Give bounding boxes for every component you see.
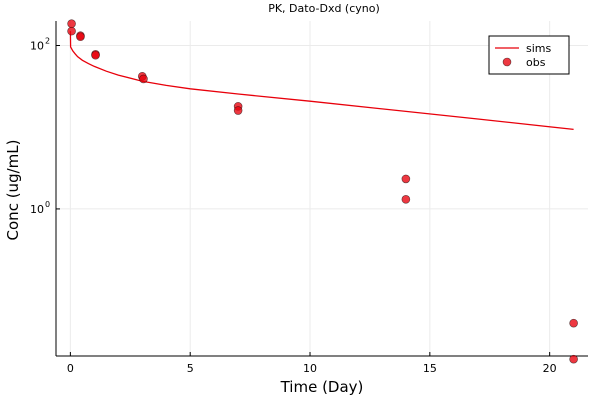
y-tick-label: 10 — [30, 203, 44, 216]
y-tick-exponent: 0 — [45, 200, 50, 209]
y-axis-label: Conc (ug/mL) — [4, 140, 22, 241]
legend-box — [488, 35, 570, 75]
grid — [56, 21, 588, 356]
x-tick-label: 10 — [303, 362, 317, 375]
y-tick-exponent: 2 — [45, 37, 50, 46]
x-tick-label: 20 — [543, 362, 557, 375]
data-point-obs — [67, 19, 76, 28]
legend-label-obs: obs — [526, 56, 546, 69]
data-point-obs — [67, 26, 76, 36]
data-point-obs — [569, 354, 578, 364]
data-point-obs — [401, 174, 411, 184]
data-point-obs — [401, 195, 411, 204]
x-tick-label: 0 — [67, 362, 74, 375]
legend-swatch-obs — [502, 57, 512, 67]
x-tick-label: 15 — [423, 362, 437, 375]
data-point-obs — [233, 106, 243, 115]
data-point-obs — [76, 32, 85, 42]
data-point-obs — [91, 50, 100, 60]
data-point-obs — [569, 318, 578, 328]
series-layer — [67, 19, 578, 364]
x-tick-label: 5 — [187, 362, 194, 375]
axes — [55, 21, 588, 357]
data-point-obs — [139, 74, 148, 84]
y-tick-label: 10 — [30, 40, 44, 53]
series-line-sims — [69, 31, 574, 131]
legend-label-sims: sims — [526, 42, 552, 55]
chart-title: PK, Dato-Dxd (cyno) — [268, 2, 380, 15]
x-axis-label: Time (Day) — [280, 378, 364, 396]
